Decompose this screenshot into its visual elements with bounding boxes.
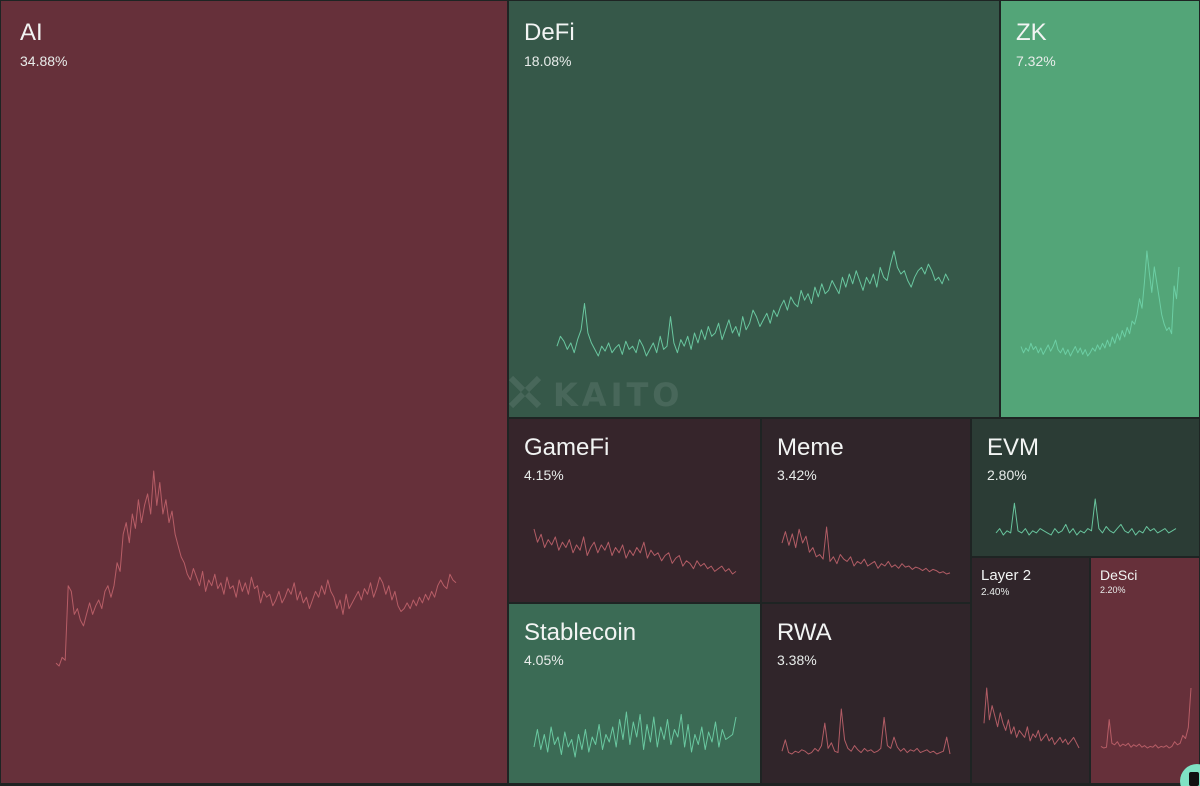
sparkline-path-meme bbox=[781, 526, 951, 575]
sector-name: DeSci bbox=[1100, 567, 1138, 583]
tile-rwa[interactable]: RWA 3.38% bbox=[761, 603, 971, 784]
tile-defi[interactable]: DeFi 18.08% bbox=[508, 0, 1000, 418]
sparkline-desci bbox=[1100, 687, 1192, 749]
sparkline-layer-2 bbox=[983, 687, 1080, 749]
sparkline-path-defi bbox=[556, 250, 950, 357]
sector-name: Layer 2 bbox=[981, 567, 1032, 584]
tile-desci[interactable]: DeSci 2.20% bbox=[1090, 557, 1200, 784]
sector-share: 4.05% bbox=[524, 652, 564, 668]
sparkline-path-layer-2 bbox=[983, 687, 1080, 749]
sparkline-rwa bbox=[781, 708, 951, 755]
sector-share: 3.42% bbox=[777, 467, 817, 483]
sparkline-ai bbox=[55, 470, 457, 667]
sparkline-path-evm bbox=[995, 498, 1177, 536]
sector-name: EVM bbox=[987, 434, 1040, 461]
sparkline-path-gamefi bbox=[533, 528, 737, 575]
sparkline-zk bbox=[1020, 250, 1180, 357]
sector-share: 34.88% bbox=[20, 53, 68, 69]
tile-layer-2[interactable]: Layer 2 2.40% bbox=[971, 557, 1090, 784]
sector-share: 7.32% bbox=[1016, 53, 1056, 69]
sector-share: 3.38% bbox=[777, 652, 817, 668]
tile-gamefi[interactable]: GameFi 4.15% bbox=[508, 418, 761, 603]
sparkline-meme bbox=[781, 526, 951, 575]
sparkline-defi bbox=[556, 250, 950, 357]
sector-name: AI bbox=[20, 19, 43, 46]
tile-meme[interactable]: Meme 3.42% bbox=[761, 418, 971, 603]
sector-name: DeFi bbox=[524, 19, 575, 46]
sparkline-path-rwa bbox=[781, 708, 951, 755]
sector-share: 2.80% bbox=[987, 467, 1027, 483]
sparkline-path-desci bbox=[1100, 687, 1192, 749]
tile-stablecoin[interactable]: Stablecoin 4.05% bbox=[508, 603, 761, 784]
sparkline-path-zk bbox=[1020, 250, 1180, 357]
sector-share: 4.15% bbox=[524, 467, 564, 483]
tile-zk[interactable]: ZK 7.32% bbox=[1000, 0, 1200, 418]
sparkline-evm bbox=[995, 498, 1177, 536]
tile-ai[interactable]: AI 34.88% bbox=[0, 0, 508, 784]
sector-share: 2.40% bbox=[981, 587, 1010, 598]
sector-name: GameFi bbox=[524, 434, 610, 461]
sector-name: ZK bbox=[1016, 19, 1047, 46]
sector-share: 18.08% bbox=[524, 53, 572, 69]
sparkline-stablecoin bbox=[533, 711, 737, 758]
sparkline-path-ai bbox=[55, 470, 457, 667]
sector-name: Stablecoin bbox=[524, 619, 637, 646]
sparkline-gamefi bbox=[533, 528, 737, 575]
help-chat-icon[interactable] bbox=[1180, 764, 1200, 786]
sector-name: Meme bbox=[777, 434, 844, 461]
sector-name: RWA bbox=[777, 619, 832, 646]
chat-bubble-icon bbox=[1189, 772, 1199, 786]
sparkline-path-stablecoin bbox=[533, 711, 737, 758]
sector-share: 2.20% bbox=[1100, 585, 1126, 595]
tile-evm[interactable]: EVM 2.80% bbox=[971, 418, 1200, 557]
